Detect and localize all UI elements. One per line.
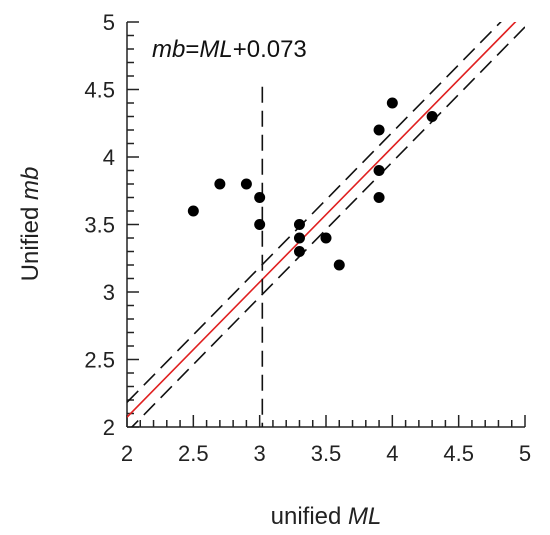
equation-part: +0.073 [233, 36, 307, 63]
y-tick-label: 2.5 [84, 348, 115, 373]
y-tick-label: 5 [103, 10, 115, 35]
data-point [293, 219, 305, 230]
regression-line [127, 22, 517, 418]
data-point [214, 178, 226, 190]
data-point [373, 192, 385, 203]
axis-label-text: unified [271, 503, 348, 530]
data-point [293, 232, 305, 244]
y-axis-label: Unified mb [17, 167, 44, 282]
x-tick-label: 5 [519, 441, 531, 466]
x-tick-label: 3 [254, 441, 266, 466]
data-point [333, 259, 345, 271]
tick-labels: 2 2.5 3 3.5 4 4.5 5 2 2.5 3 3.5 4 4.5 5 [84, 10, 531, 466]
data-point [386, 97, 398, 109]
axes [126, 21, 526, 428]
data-point [240, 178, 252, 190]
y-tick-label: 3.5 [84, 213, 115, 238]
equation-part: ML [199, 36, 232, 63]
fit-lines [127, 22, 525, 427]
y-tick-label: 3 [103, 280, 115, 305]
data-point [293, 246, 305, 257]
data-points [187, 97, 438, 271]
equation-part: = [185, 36, 199, 63]
x-tick-label: 4.5 [443, 441, 474, 466]
data-point [373, 165, 385, 176]
data-point [254, 219, 266, 230]
equation-part: mb [152, 36, 185, 63]
lower-band-line [130, 26, 525, 427]
y-tick-label: 4 [103, 145, 115, 170]
x-axis-label: unified ML [271, 503, 382, 530]
x-tick-label: 2 [121, 441, 133, 466]
axis-label-variable: mb [17, 167, 44, 200]
regression-equation: mb=ML+0.073 [152, 36, 307, 63]
data-point [426, 111, 438, 122]
y-tick-label: 2 [103, 415, 115, 440]
data-point [320, 232, 332, 244]
axis-label-variable: ML [348, 503, 381, 530]
x-tick-label: 3.5 [311, 441, 342, 466]
data-point [254, 192, 266, 203]
x-tick-label: 2.5 [178, 441, 209, 466]
data-point [187, 205, 199, 217]
x-tick-label: 4 [386, 441, 398, 466]
data-point [373, 124, 385, 136]
axis-label-text: Unified [17, 200, 44, 281]
y-tick-label: 4.5 [84, 78, 115, 103]
